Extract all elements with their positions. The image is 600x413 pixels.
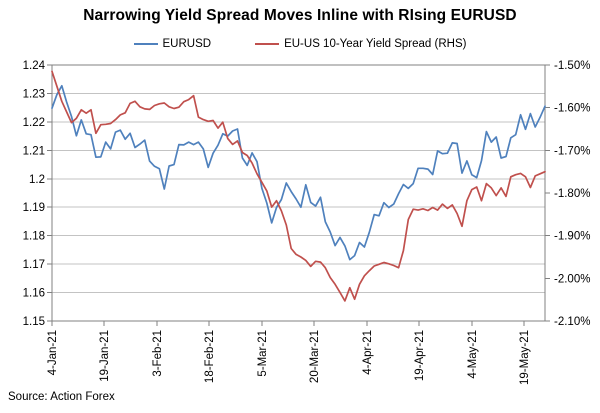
left-axis-label: 1.18	[23, 231, 45, 243]
legend-label-eurusd: EURUSD	[162, 38, 212, 50]
chart-title: Narrowing Yield Spread Moves Inline with…	[83, 7, 517, 24]
x-axis-label: 19-May-21	[519, 330, 531, 385]
right-axis-label: -2.00%	[554, 273, 590, 285]
x-axis-label: 5-Mar-21	[257, 330, 269, 377]
left-axis-label: 1.15	[23, 316, 45, 328]
left-axis-label: 1.23	[23, 88, 45, 100]
left-axis-label: 1.16	[23, 288, 45, 300]
left-axis-label: 1.22	[23, 117, 45, 129]
legend-item-spread: EU-US 10-Year Yield Spread (RHS)	[255, 38, 466, 50]
left-axis-label: 1.17	[23, 259, 45, 271]
chart-legend: EURUSD EU-US 10-Year Yield Spread (RHS)	[0, 38, 600, 50]
x-axis-label: 20-Mar-21	[309, 330, 321, 383]
right-axis-label: -1.90%	[554, 231, 590, 243]
x-axis-label: 4-May-21	[467, 330, 479, 379]
eurusd-line	[51, 84, 546, 261]
right-axis-label: -1.80%	[554, 188, 590, 200]
right-axis-label: -1.70%	[554, 145, 590, 157]
legend-label-spread: EU-US 10-Year Yield Spread (RHS)	[284, 38, 467, 50]
x-axis-label: 18-Feb-21	[204, 330, 216, 383]
right-axis-label: -2.10%	[554, 316, 590, 328]
eurusd-line-swatch	[133, 43, 158, 45]
x-axis-label: 4-Apr-21	[362, 330, 374, 375]
yield-spread-line	[51, 70, 546, 302]
x-axis-label: 3-Feb-21	[152, 330, 164, 377]
source-note: Source: Action Forex	[8, 391, 115, 403]
plot-area	[51, 64, 546, 322]
right-axis-label: -1.50%	[554, 60, 590, 72]
left-axis-label: 1.21	[23, 145, 45, 157]
left-axis-label: 1.19	[23, 202, 45, 214]
left-axis-label: 1.2	[29, 174, 45, 186]
right-axis-label: -1.60%	[554, 103, 590, 115]
spread-line-swatch	[255, 43, 280, 45]
legend-item-eurusd: EURUSD	[133, 38, 212, 50]
x-axis-label: 19-Jan-21	[99, 330, 111, 382]
x-axis-label: 19-Apr-21	[414, 330, 426, 381]
x-axis-label: 4-Jan-21	[47, 330, 59, 375]
left-axis-label: 1.24	[23, 60, 46, 72]
